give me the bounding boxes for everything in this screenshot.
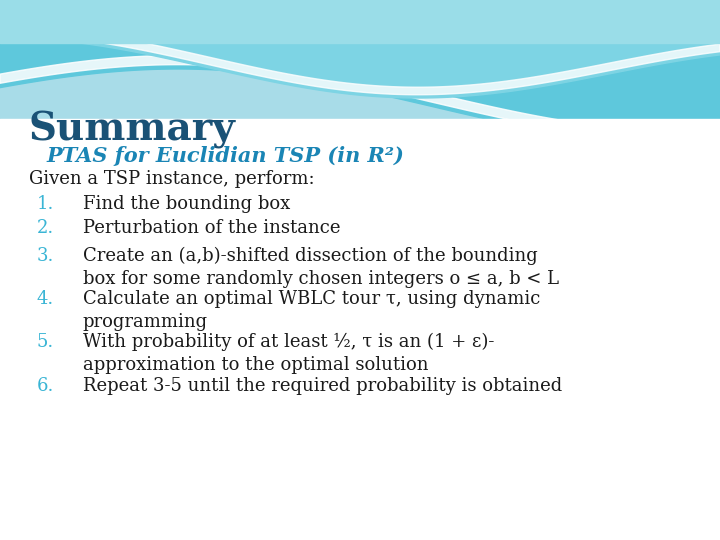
Text: Calculate an optimal WBLC tour τ, using dynamic
programming: Calculate an optimal WBLC tour τ, using …: [83, 290, 540, 331]
Text: Find the bounding box: Find the bounding box: [83, 195, 290, 213]
Text: 4.: 4.: [37, 290, 54, 308]
Text: 2.: 2.: [37, 219, 54, 237]
Text: 1.: 1.: [37, 195, 54, 213]
Text: Create an (a,b)-shifted dissection of the bounding
box for some randomly chosen : Create an (a,b)-shifted dissection of th…: [83, 247, 559, 288]
Text: Given a TSP instance, perform:: Given a TSP instance, perform:: [29, 170, 315, 188]
Text: With probability of at least ½, τ is an (1 + ε)-
approximation to the optimal so: With probability of at least ½, τ is an …: [83, 333, 494, 374]
Text: 6.: 6.: [37, 377, 54, 395]
Text: 5.: 5.: [37, 333, 54, 351]
Text: PTAS for Euclidian TSP (in R²): PTAS for Euclidian TSP (in R²): [47, 146, 405, 166]
Text: Summary: Summary: [29, 111, 235, 148]
Text: Perturbation of the instance: Perturbation of the instance: [83, 219, 341, 237]
Text: 3.: 3.: [37, 247, 54, 265]
Text: Repeat 3-5 until the required probability is obtained: Repeat 3-5 until the required probabilit…: [83, 377, 562, 395]
